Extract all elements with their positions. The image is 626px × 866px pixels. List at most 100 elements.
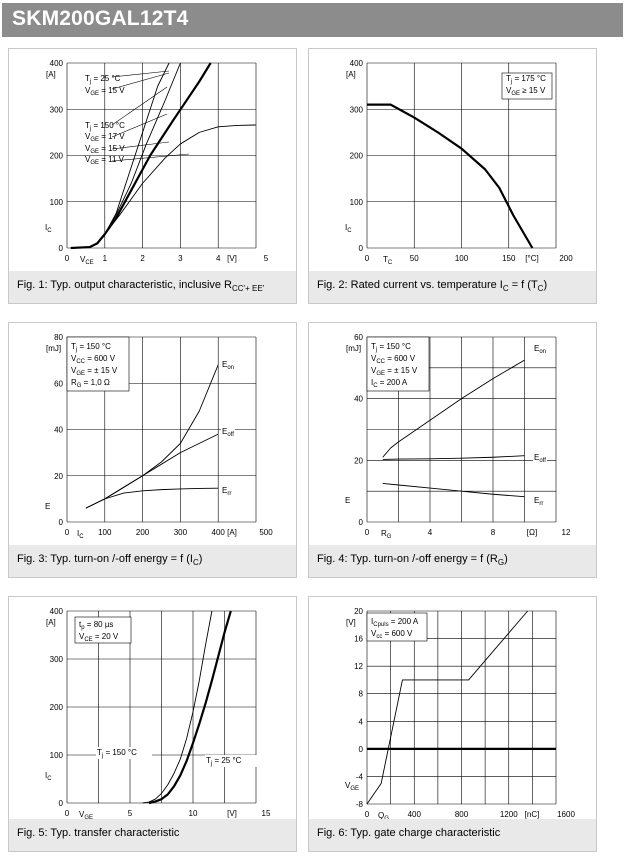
- leader-line: [111, 72, 170, 90]
- x-unit-label: [V]: [227, 254, 237, 263]
- label-bg: [221, 426, 235, 438]
- x-unit-label: [nC]: [525, 810, 540, 819]
- annotation-label: ICpuls = 200 A: [371, 617, 419, 628]
- legend-box: [366, 336, 430, 392]
- y-tick-label: 8: [359, 690, 364, 699]
- x-tick-label: 0: [65, 528, 70, 537]
- x-tick-label: 15: [262, 809, 271, 818]
- caption-fig2: Fig. 2: Rated current vs. temperature IC…: [309, 271, 596, 303]
- x-tick-label: 12: [562, 528, 571, 537]
- y-axis-label: IC: [45, 223, 52, 234]
- x-tick-label: 0: [365, 810, 370, 819]
- x-axis-label: QG: [378, 811, 389, 821]
- chart-panel-fig2: 0 100 200 300 400 0 50 100 150 200 [A] [°C] TC IC Tj =…: [308, 48, 597, 304]
- y-tick-label: 16: [354, 635, 363, 644]
- y-tick-label: 300: [350, 105, 364, 114]
- annotation-label: Tj = 25 °C: [85, 74, 121, 85]
- x-tick-label: 400: [408, 810, 422, 819]
- legend-box: [501, 72, 553, 100]
- annotation-label: Tj = 150 °C: [371, 342, 411, 353]
- chart-panel-fig4: 0 20 40 60 0 4 8 12 [mJ] [Ω] RG E Tj = 150 °C VCC = 6…: [308, 322, 597, 578]
- x-tick-label: 400: [212, 528, 226, 537]
- x-tick-label: 0: [65, 809, 70, 818]
- y-tick-label: 4: [359, 717, 364, 726]
- y-unit-label: [A]: [46, 70, 56, 79]
- x-unit-label: [Ω]: [527, 528, 537, 537]
- annotation-label: VCE = 20 V: [79, 632, 119, 643]
- x-tick-label: 100: [98, 528, 112, 537]
- y-tick-label: 100: [350, 198, 364, 207]
- x-tick-label: 200: [136, 528, 150, 537]
- annotation-label: VGE = 15 V: [85, 144, 125, 155]
- annotation-label: VGE = ± 15 V: [371, 366, 418, 377]
- series-line: [85, 433, 219, 509]
- x-axis-label: IC: [77, 529, 84, 540]
- y-tick-label: 200: [350, 152, 364, 161]
- label-bg: [96, 747, 152, 759]
- x-axis-label: VCE: [80, 255, 94, 266]
- leader-line: [111, 70, 170, 78]
- caption-fig3: Fig. 3: Typ. turn-on /-off energy = f (I…: [9, 545, 296, 577]
- y-axis-label: E: [345, 496, 350, 505]
- y-tick-label: 200: [50, 703, 64, 712]
- chart-panel-fig1: 0 100 200 300 400 0 1 2 3 4 5 [A] [V] VCE IC Tj = 25 °C…: [8, 48, 297, 304]
- header-bar: SKM200GAL12T4: [2, 3, 623, 37]
- annotation-label: Tj = 150 °C: [71, 342, 111, 353]
- series-line: [70, 124, 257, 249]
- annotation-label: Tj = 150 °C: [85, 121, 125, 132]
- y-tick-label: 400: [350, 59, 364, 68]
- x-tick-label: 50: [410, 254, 419, 263]
- chart-panel-fig5: 0 100 200 300 400 0 5 10 15 [A] [V] VGE IC tp = 80 µs…: [8, 596, 297, 852]
- label-bg: [205, 755, 261, 767]
- y-tick-label: 300: [50, 655, 64, 664]
- y-tick-label: 100: [50, 198, 64, 207]
- y-tick-label: 20: [354, 607, 363, 616]
- series-line: [85, 487, 219, 509]
- annotation-label: VGE = 11 V: [85, 155, 125, 166]
- x-tick-label: 1200: [500, 810, 518, 819]
- series-line: [382, 359, 525, 458]
- y-tick-label: 60: [354, 333, 363, 342]
- y-unit-label: [A]: [346, 70, 356, 79]
- annotation-label: VCC = 600 V: [371, 354, 416, 365]
- leader-line: [111, 141, 170, 150]
- caption-fig1: Fig. 1: Typ. output characteristic, incl…: [9, 271, 296, 303]
- x-tick-label: 2: [140, 254, 145, 263]
- y-tick-label: -4: [356, 772, 364, 781]
- label-bg: [221, 485, 235, 497]
- grid: [366, 336, 557, 523]
- y-tick-label: 400: [50, 607, 64, 616]
- y-tick-label: 400: [50, 59, 64, 68]
- x-tick-label: 800: [455, 810, 469, 819]
- y-tick-label: 0: [59, 799, 64, 808]
- y-tick-label: 0: [359, 244, 364, 253]
- series-label: Err: [534, 496, 543, 507]
- y-tick-label: 0: [59, 244, 64, 253]
- annotation-label: IC = 200 A: [371, 378, 408, 389]
- grid: [366, 62, 557, 249]
- x-tick-label: 0: [65, 254, 70, 263]
- caption-fig5: Fig. 5: Typ. transfer characteristic: [9, 819, 296, 851]
- x-tick-label: 300: [174, 528, 188, 537]
- x-tick-label: 0: [365, 254, 370, 263]
- y-tick-label: 12: [354, 662, 363, 671]
- label-bg: [533, 495, 547, 507]
- x-tick-label: 100: [455, 254, 469, 263]
- y-tick-label: 20: [54, 472, 63, 481]
- y-tick-label: 200: [50, 152, 64, 161]
- annotation-label: Vcc = 600 V: [371, 629, 413, 640]
- leader-line: [111, 153, 190, 162]
- leader-line: [111, 113, 168, 138]
- series-line: [382, 483, 525, 498]
- x-tick-label: 150: [502, 254, 516, 263]
- annotation-label: VGE = ± 15 V: [71, 366, 118, 377]
- y-tick-label: 80: [54, 333, 63, 342]
- x-tick-label: 1600: [557, 810, 575, 819]
- series-line: [142, 610, 213, 804]
- series-label: Eoff: [534, 453, 546, 464]
- y-tick-label: 100: [50, 751, 64, 760]
- series-label: Tj = 150 °C: [97, 748, 137, 759]
- y-unit-label: [mJ]: [46, 344, 61, 353]
- annotation-label: tp = 80 µs: [79, 620, 113, 631]
- x-tick-label: 4: [428, 528, 433, 537]
